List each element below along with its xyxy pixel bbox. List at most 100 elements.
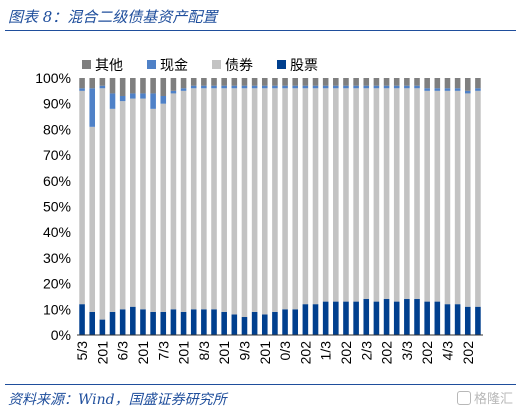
- x-tick-label: 7/3: [155, 341, 171, 361]
- bar-segment: [180, 311, 187, 335]
- bar-segment: [272, 85, 278, 89]
- bar-segment: [312, 78, 319, 86]
- legend-label: 现金: [160, 58, 188, 74]
- bar-segment: [130, 98, 136, 307]
- footer-rule: [5, 384, 516, 385]
- bar-segment: [99, 78, 106, 86]
- bar-segment: [211, 309, 217, 335]
- bar-segment: [241, 317, 248, 335]
- x-tick-label: 6/3: [115, 341, 131, 361]
- bar-segment: [211, 88, 217, 310]
- legend: 其他 现金 债券 股票: [82, 58, 318, 74]
- bar-segment: [190, 85, 197, 89]
- x-tick-label: 3/3: [399, 341, 415, 361]
- bar-segment: [282, 78, 288, 86]
- bar-segment: [261, 88, 268, 315]
- legend-label: 债券: [225, 58, 253, 74]
- y-tick-label: 70%: [43, 147, 71, 163]
- bar-segment: [211, 85, 217, 89]
- bar-segment: [190, 78, 197, 86]
- bar-segment: [444, 88, 451, 91]
- bar-segment: [302, 78, 309, 86]
- bar-segment: [312, 304, 319, 335]
- bar-segment: [231, 88, 238, 315]
- bar-segment: [363, 78, 370, 86]
- bar-segment: [160, 95, 167, 104]
- x-tick-label: 201: [94, 341, 110, 365]
- bar-segment: [261, 78, 268, 86]
- bar-segment: [312, 88, 319, 305]
- bar-segment: [251, 311, 258, 335]
- bar-segment: [180, 78, 187, 89]
- bar-segment: [261, 85, 268, 89]
- bar-segment: [475, 88, 481, 91]
- bar-segment: [434, 88, 441, 91]
- bar-segment: [434, 78, 441, 89]
- chart-title: 图表 8：混合二级债基资产配置: [8, 8, 218, 26]
- bar-segment: [251, 88, 258, 312]
- x-tick-label: 202: [379, 341, 395, 365]
- bar-segment: [343, 301, 349, 335]
- bar-segment: [302, 85, 309, 89]
- bar-segment: [201, 309, 207, 335]
- legend-label: 其他: [95, 58, 123, 74]
- bar-segment: [424, 301, 430, 335]
- bar-segment: [333, 85, 339, 89]
- bar-segment: [231, 78, 238, 86]
- bar-segment: [353, 85, 359, 89]
- legend-swatch: [212, 60, 221, 69]
- watermark-logo-icon: [456, 391, 471, 405]
- y-tick-label: 90%: [43, 96, 71, 112]
- bar-segment: [424, 88, 430, 91]
- bar-segment: [383, 85, 390, 89]
- x-tick-label: 201: [135, 341, 151, 365]
- bar-segment: [454, 78, 461, 89]
- x-tick-label: 201: [216, 341, 232, 365]
- bar-segment: [414, 85, 420, 89]
- x-tick-label: 4/3: [439, 341, 455, 361]
- bar-segment: [282, 88, 288, 310]
- legend-swatch: [147, 60, 156, 69]
- legend-swatch: [82, 60, 91, 69]
- bar-segment: [353, 301, 359, 335]
- bar-segment: [373, 301, 380, 335]
- bar-segment: [221, 311, 227, 335]
- bar-segment: [201, 88, 207, 310]
- bar-segment: [160, 78, 167, 96]
- bar-segment: [373, 88, 380, 302]
- x-tick-label: 202: [419, 341, 435, 365]
- legend-swatch: [277, 60, 286, 69]
- bar-segment: [373, 78, 380, 86]
- bar-segment: [464, 90, 471, 94]
- bar-segment: [353, 78, 359, 86]
- bar-segment: [79, 78, 85, 89]
- header-rule: [5, 30, 516, 31]
- bar-segment: [343, 85, 349, 89]
- bar-segment: [414, 299, 420, 335]
- bar-segment: [333, 78, 339, 86]
- bar-segment: [292, 78, 299, 86]
- bar-segment: [404, 78, 410, 86]
- bar-segment: [272, 88, 278, 312]
- x-tick-label: 9/3: [236, 341, 252, 361]
- bar-segment: [79, 88, 85, 91]
- bar-segment: [241, 88, 248, 318]
- bar-segment: [89, 126, 96, 312]
- bar-segment: [475, 78, 481, 89]
- bar-segment: [170, 90, 177, 94]
- bar-segment: [383, 88, 390, 300]
- bar-segment: [89, 311, 96, 335]
- x-tick-label: 2/3: [358, 341, 374, 361]
- bar-segment: [393, 85, 400, 89]
- bar-segment: [221, 78, 227, 86]
- x-tick-label: 8/3: [196, 341, 212, 361]
- bar-segment: [89, 88, 96, 127]
- bar-segment: [79, 304, 85, 335]
- bar-segment: [261, 314, 268, 335]
- stacked-bar-chart: 0%10%20%30%40%50%60%70%80%90%100%5/3 201 6…: [35, 58, 483, 365]
- watermark-text: 格隆汇: [473, 391, 513, 406]
- bar-segment: [464, 93, 471, 307]
- bar-segment: [454, 88, 461, 91]
- bar-segment: [393, 78, 400, 86]
- bar-segment: [282, 85, 288, 89]
